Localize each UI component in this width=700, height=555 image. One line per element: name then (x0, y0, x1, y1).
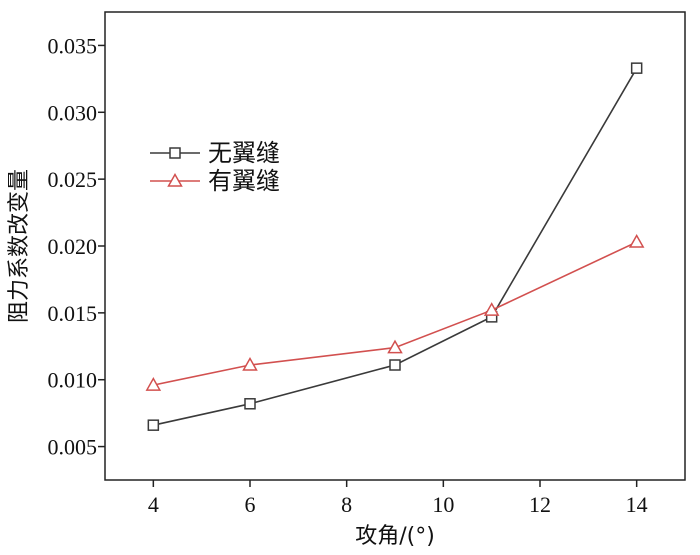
series-2-point (483, 302, 500, 316)
y-axis-title: 阻力系数改变量 (7, 169, 32, 323)
series-2-point (628, 233, 645, 248)
legend-label-1: 无翼缝 (208, 139, 280, 167)
series-1-point (147, 419, 160, 431)
plot-frame (104, 11, 686, 481)
y-tick-label: 0.025 (48, 167, 98, 192)
x-tick-label: 14 (626, 492, 648, 517)
x-axis-title: 攻角/(°) (355, 524, 435, 549)
y-tick-label: 0.005 (48, 435, 98, 460)
series-2-point (387, 339, 403, 354)
series-1-point (244, 398, 256, 410)
y-tick-label: 0.030 (48, 100, 98, 125)
series-1-point (389, 359, 401, 371)
series-2-point (242, 356, 258, 371)
x-tick-label: 6 (245, 492, 256, 517)
x-tick-label: 4 (148, 492, 159, 517)
legend-label-2: 有翼缝 (208, 167, 280, 195)
x-tick-label: 12 (529, 492, 551, 517)
series-line-1 (153, 67, 638, 426)
y-tick-label: 0.035 (48, 33, 98, 58)
x-tick-label: 8 (341, 492, 352, 517)
legend-marker-1 (169, 147, 181, 159)
y-tick-label: 0.015 (48, 301, 98, 326)
legend-marker-2 (167, 172, 183, 187)
y-tick-label: 0.020 (48, 234, 98, 259)
y-tick-label: 0.010 (48, 368, 98, 393)
series-1-point (630, 62, 643, 74)
series-2-point (145, 377, 162, 391)
x-tick-label: 10 (432, 492, 454, 517)
